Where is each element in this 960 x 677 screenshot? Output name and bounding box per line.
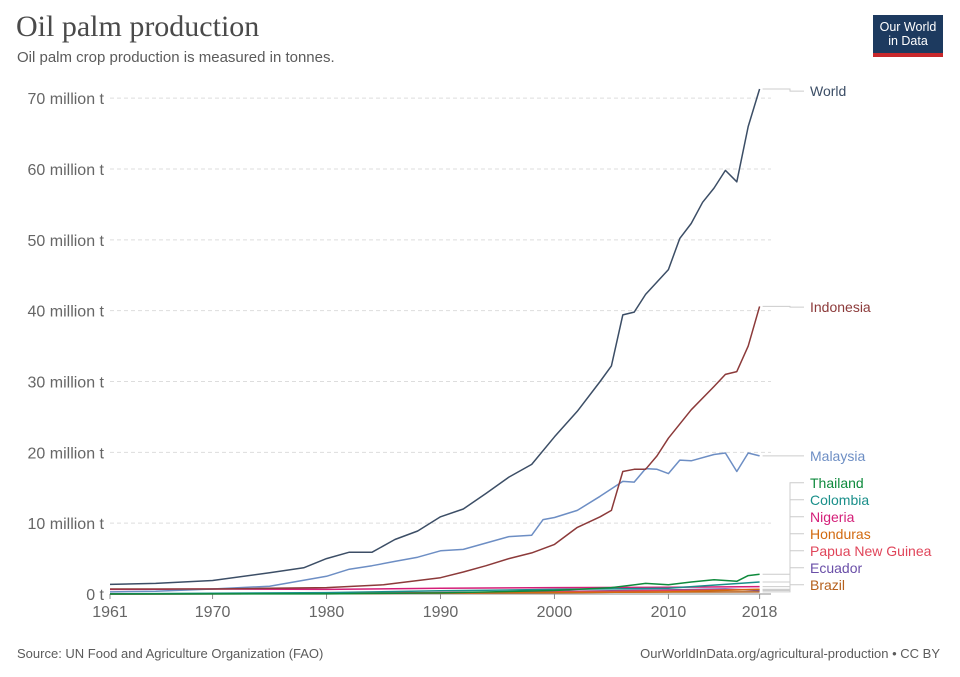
grid-lines — [110, 97, 771, 595]
x-tick-label: 2000 — [537, 604, 573, 621]
legend-leader-line — [762, 516, 804, 588]
x-tick-label: 1980 — [309, 604, 345, 621]
y-tick-label: 30 million t — [28, 375, 105, 392]
legend-leader-line — [762, 584, 804, 593]
logo-line-2: in Data — [888, 34, 928, 48]
y-axis: 0 t 10 million t 20 million t 30 million t 4… — [28, 91, 105, 604]
legend-leader-line — [762, 482, 804, 575]
legend-label-brazil: Brazil — [810, 577, 845, 593]
legend-leader-line — [762, 88, 804, 92]
y-tick-label: 50 million t — [28, 233, 105, 250]
legend-label-world: World — [810, 83, 846, 99]
x-tick-label: 2010 — [651, 604, 687, 621]
y-tick-label: 20 million t — [28, 445, 105, 462]
legend-label-papua-new-guinea: Papua New Guinea — [810, 543, 932, 559]
y-tick-label: 60 million t — [28, 162, 105, 179]
legend-leader-line — [762, 567, 804, 591]
series-lines — [109, 88, 761, 595]
legend-label-malaysia: Malaysia — [810, 448, 865, 464]
legend-label-indonesia: Indonesia — [810, 299, 871, 315]
series-line-colombia — [109, 581, 760, 595]
x-tick-label: 2018 — [742, 604, 778, 621]
x-tick-label: 1961 — [92, 604, 128, 621]
legend-leader-line — [762, 305, 804, 308]
chart-subtitle: Oil palm crop production is measured in … — [17, 49, 335, 66]
x-tick-label: 1970 — [195, 604, 231, 621]
source-link[interactable]: OurWorldInData.org/agricultural-producti… — [640, 646, 940, 661]
y-tick-label: 0 t — [86, 587, 104, 604]
legend-label-honduras: Honduras — [810, 526, 871, 542]
legend-label-ecuador: Ecuador — [810, 560, 862, 576]
y-tick-label: 10 million t — [28, 516, 105, 533]
x-axis: 1961 1970 1980 1990 2000 2010 2018 — [92, 594, 778, 621]
legend-label-nigeria: Nigeria — [810, 509, 855, 525]
legend-leader-line — [762, 499, 804, 583]
series-line-malaysia — [109, 452, 760, 593]
x-tick-label: 1990 — [423, 604, 459, 621]
legend-label-colombia: Colombia — [810, 492, 869, 508]
y-tick-label: 70 million t — [28, 91, 105, 108]
legend-label-thailand: Thailand — [810, 475, 864, 491]
legend-leader-line — [762, 533, 804, 590]
series-line-world — [109, 88, 761, 586]
source-note: Source: UN Food and Agriculture Organiza… — [17, 646, 324, 661]
series-line-indonesia — [110, 306, 761, 590]
legend-leader-line — [762, 550, 804, 590]
series-line-thailand — [109, 573, 760, 595]
legend: World Indonesia Malaysia ThailandColombiaNi… — [762, 83, 932, 593]
logo-line-1: Our World — [879, 20, 937, 34]
y-tick-label: 40 million t — [28, 304, 105, 321]
chart-title: Oil palm production — [16, 10, 260, 43]
owid-logo[interactable]: Our World in Data — [873, 15, 943, 57]
